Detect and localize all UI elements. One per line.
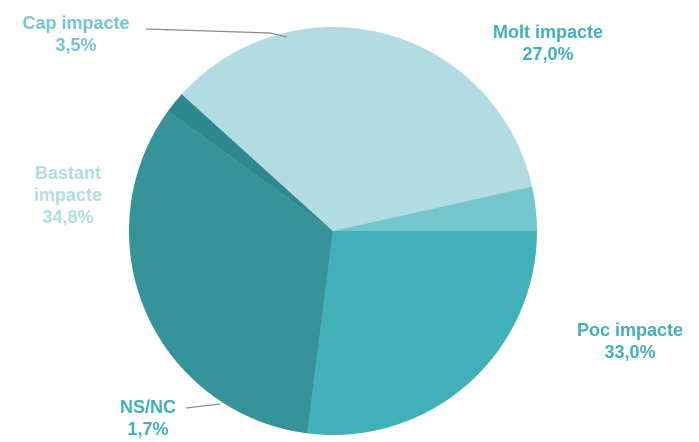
- pie-slice-poc-impacte: [128, 111, 333, 434]
- pie-slices: [128, 26, 537, 435]
- slice-name-cap-impacte: Cap impacte: [22, 13, 129, 33]
- slice-label-cap-impacte: Cap impacte 3,5%: [22, 13, 129, 55]
- slice-name-ns-nc: NS/NC: [120, 397, 176, 417]
- slice-value-cap-impacte: 3,5%: [55, 35, 96, 55]
- slice-name-poc-impacte: Poc impacte: [577, 320, 683, 340]
- slice-label-poc-impacte: Poc impacte 33,0%: [577, 320, 683, 362]
- slice-value-poc-impacte: 33,0%: [604, 342, 655, 362]
- slice-labels: Molt impacte 27,0% Poc impacte 33,0% NS/NC 1,…: [22, 13, 683, 439]
- slice-label-ns-nc: NS/NC 1,7%: [120, 397, 176, 439]
- slice-name-bastant-impacte: Bastant: [35, 163, 101, 183]
- pie-slice-ns-nc: [167, 94, 333, 232]
- pie-slice-cap-impacte: [333, 186, 537, 231]
- leader-lines: [145, 28, 288, 409]
- slice-label-molt-impacte: Molt impacte 27,0%: [493, 22, 603, 64]
- leader-line-ns-nc: [185, 403, 221, 409]
- slice-label-bastant-impacte: Bastant impacte 34,8%: [34, 163, 102, 227]
- slice-value-bastant-impacte: 34,8%: [42, 207, 93, 227]
- slice-name-molt-impacte: Molt impacte: [493, 22, 603, 42]
- pie-slice-bastant-impacte: [181, 26, 533, 231]
- leader-line-cap-impacte: [145, 28, 288, 38]
- pie-slice-molt-impacte: [307, 231, 537, 435]
- slice-value-ns-nc: 1,7%: [127, 419, 168, 439]
- slice-name-bastant-impacte: impacte: [34, 185, 102, 205]
- slice-value-molt-impacte: 27,0%: [522, 44, 573, 64]
